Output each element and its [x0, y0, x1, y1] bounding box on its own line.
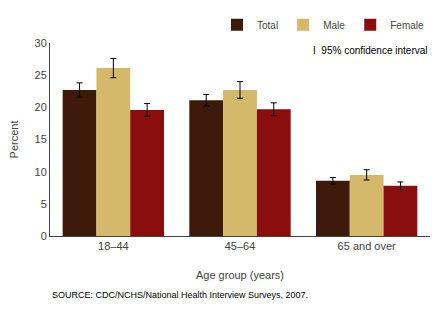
svg-text:30: 30 [35, 37, 47, 49]
svg-text:Percent: Percent [8, 121, 20, 159]
svg-text:0: 0 [41, 230, 47, 242]
svg-text:10: 10 [35, 166, 47, 178]
svg-text:Male: Male [323, 20, 345, 31]
svg-text:Total: Total [257, 20, 278, 31]
svg-text:I 95% confidence interval: I 95% confidence interval [313, 45, 428, 56]
svg-text:45–64: 45–64 [225, 240, 256, 252]
svg-text:25: 25 [35, 69, 47, 81]
svg-text:65 and over: 65 and over [338, 240, 396, 252]
svg-text:SOURCE: CDC/NCHS/National Heal: SOURCE: CDC/NCHS/National Health Intervi… [52, 290, 308, 300]
svg-text:15: 15 [35, 133, 47, 145]
svg-text:5: 5 [41, 198, 47, 210]
svg-text:18–44: 18–44 [98, 240, 129, 252]
svg-text:20: 20 [35, 101, 47, 113]
svg-text:Age group (years): Age group (years) [196, 269, 284, 281]
svg-text:Female: Female [390, 20, 424, 31]
